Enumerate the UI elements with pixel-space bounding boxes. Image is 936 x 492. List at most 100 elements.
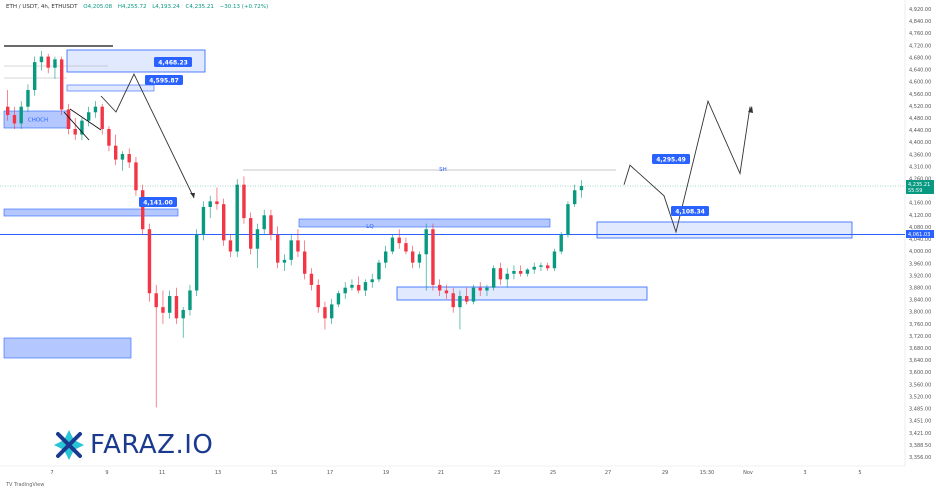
- tag-4595: 4,595.87: [145, 75, 183, 85]
- candle: [357, 276, 361, 294]
- time-axis-label: 19: [383, 470, 389, 476]
- price-axis-label: 4,720.00: [909, 43, 931, 49]
- price-axis-label: 4,160.00: [909, 201, 931, 207]
- candle: [114, 134, 118, 166]
- candle-body: [485, 287, 489, 291]
- candle: [417, 251, 422, 269]
- candle: [262, 209, 266, 235]
- candle: [546, 262, 550, 271]
- candle-body: [465, 296, 469, 302]
- early-projection-arrow: [190, 193, 195, 198]
- price-axis-label: 3,680.00: [909, 346, 931, 352]
- symbol-title[interactable]: ETH / USDT, 4h, ETHUSDT: [6, 4, 78, 10]
- candle: [93, 101, 98, 118]
- price-axis-label: 3,760.00: [909, 322, 931, 328]
- candle: [33, 56, 37, 96]
- faraz-logo: FARAZ.IO: [52, 428, 213, 462]
- candle-body: [127, 154, 131, 163]
- candle-body: [363, 282, 368, 291]
- candle-body: [309, 273, 314, 285]
- svg-text:4,295.49: 4,295.49: [656, 156, 686, 163]
- price-axis-label: 4,260.00: [909, 177, 931, 183]
- ohlc-low: L4,193.24: [152, 4, 180, 10]
- candle-body: [357, 284, 361, 291]
- candle-body: [73, 128, 77, 135]
- candle: [411, 245, 415, 269]
- candle-body: [134, 162, 138, 191]
- candle-body: [384, 251, 388, 263]
- time-axis-label: 27: [605, 470, 611, 476]
- candle: [255, 223, 260, 269]
- price-axis-label: 4,680.00: [909, 55, 931, 61]
- early-projection-path: [100, 72, 195, 199]
- ohlc-high: H4,255.72: [117, 4, 147, 10]
- time-axis[interactable]: 7 9 11 13 15 17 19 21 23 25 27 29 15:30 Nov 3 5: [50, 470, 861, 476]
- candle: [249, 212, 253, 255]
- tradingview-brand[interactable]: TV TradingView: [6, 482, 44, 488]
- zone-lq: [298, 218, 551, 228]
- candle: [438, 279, 442, 297]
- candle-body: [424, 229, 428, 255]
- candle: [444, 284, 449, 299]
- candle: [174, 287, 179, 324]
- candle-body: [512, 270, 516, 274]
- candle-body: [404, 243, 408, 252]
- candle: [154, 284, 158, 408]
- candle-body: [154, 293, 158, 308]
- candle: [181, 307, 185, 338]
- candle-body: [87, 112, 91, 121]
- candle-body: [147, 229, 152, 294]
- candle: [282, 254, 287, 271]
- candle: [404, 237, 408, 255]
- candle-body: [390, 237, 395, 252]
- candle: [323, 301, 327, 330]
- candle-body: [579, 186, 584, 191]
- candle-body: [336, 293, 341, 305]
- svg-text:4,595.87: 4,595.87: [149, 77, 179, 84]
- price-axis-label: 4,640.00: [909, 68, 931, 74]
- candle-body: [323, 307, 327, 319]
- svg-text:4,108.34: 4,108.34: [675, 208, 705, 215]
- price-axis-label: 3,485.00: [909, 407, 931, 413]
- candle-body: [303, 251, 307, 274]
- candle-body: [107, 128, 111, 146]
- candle-body: [370, 279, 374, 283]
- price-axis-label: 4,120.00: [909, 213, 931, 219]
- candle: [492, 265, 496, 291]
- projection-path: [623, 99, 751, 234]
- candle-body: [114, 145, 118, 160]
- time-axis-label: 29: [662, 470, 668, 476]
- candle-body: [120, 154, 125, 160]
- candle: [235, 179, 239, 258]
- price-axis[interactable]: 4,920.00 4,840.00 4,760.00 4,720.00 4,680.00…: [909, 7, 931, 461]
- candle-body: [161, 307, 165, 313]
- candle-body: [316, 284, 320, 308]
- candle: [19, 101, 23, 129]
- time-axis-label: 15: [271, 470, 277, 476]
- candle-body: [471, 287, 476, 302]
- ohlc-open: O4,205.08: [83, 4, 113, 10]
- candle-body: [438, 284, 442, 291]
- candle-body: [552, 251, 557, 269]
- candle: [309, 268, 314, 291]
- candle: [26, 84, 30, 113]
- candle: [303, 240, 307, 280]
- candle-body: [566, 204, 570, 235]
- candle-body: [174, 296, 179, 319]
- candle: [458, 290, 462, 330]
- time-axis-label: 7: [50, 470, 53, 476]
- candle: [289, 234, 293, 266]
- candle-body: [269, 215, 273, 235]
- candle: [120, 151, 125, 171]
- candle: [215, 187, 219, 210]
- price-axis-label: 3,560.00: [909, 382, 931, 388]
- candle-body: [289, 240, 293, 260]
- candle: [478, 282, 482, 297]
- current-price-tag: 4,235.21 55:59: [906, 180, 934, 194]
- candle-body: [201, 206, 206, 235]
- zone-4595: [66, 84, 155, 92]
- candle: [296, 229, 300, 258]
- candle-body: [417, 254, 422, 263]
- price-axis-label: 4,000.00: [909, 249, 931, 255]
